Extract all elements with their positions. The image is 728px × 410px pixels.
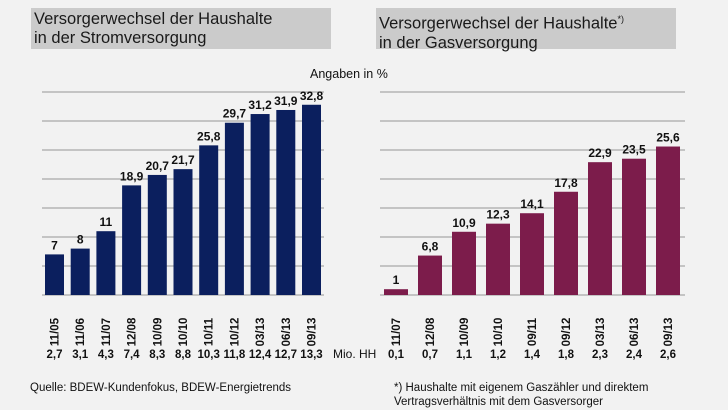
data-label: 7 (51, 238, 58, 252)
bar (418, 255, 442, 295)
data-label: 25,6 (656, 131, 680, 145)
households-value: 12,4 (249, 349, 272, 361)
households-value: 2,4 (626, 349, 643, 361)
bar (554, 191, 578, 295)
data-label: 20,7 (146, 159, 170, 173)
bar (622, 158, 646, 295)
data-label: 10,9 (452, 216, 476, 230)
bar (45, 254, 64, 295)
chart-title-electricity: Versorgerwechsel der Haushalte in der St… (31, 8, 331, 49)
x-tick-label: 09/11 (527, 317, 539, 346)
bar (384, 289, 408, 295)
households-value: 2,6 (660, 349, 676, 361)
households-value: 12,7 (275, 349, 297, 361)
title-line2: in der Stromversorgung (34, 29, 207, 47)
data-label: 32,8 (300, 89, 324, 103)
unit-label: Angaben in % (310, 67, 388, 81)
households-value: 1,4 (524, 349, 541, 361)
data-label: 12,3 (486, 208, 510, 222)
data-label: 29,7 (223, 107, 247, 121)
households-value: 1,2 (490, 349, 506, 361)
footnote: *) Haushalte mit eigenem Gaszähler und d… (394, 381, 648, 409)
bar (224, 122, 244, 296)
data-label: 31,9 (274, 94, 298, 108)
x-tick-label: 12/08 (127, 317, 139, 346)
x-tick-label: 11/06 (75, 318, 87, 346)
bar (199, 145, 219, 295)
x-tick-label: 09/13 (307, 318, 319, 347)
bar (452, 231, 476, 295)
households-value: 3,1 (72, 349, 89, 361)
households-value: 10,3 (198, 349, 220, 361)
bar (250, 114, 270, 295)
x-tick-label: 10/12 (229, 318, 241, 347)
data-label: 8 (77, 233, 84, 247)
x-tick-label: 06/13 (281, 318, 293, 347)
households-value: 4,3 (98, 349, 114, 361)
households-value: 2,3 (592, 349, 608, 361)
x-tick-label: 10/09 (152, 318, 164, 347)
bar (276, 109, 296, 295)
title-footnote-mark: *) (617, 14, 624, 24)
source-note: Quelle: BDEW-Kundenfokus, BDEW-Energietr… (30, 382, 292, 394)
data-label: 22,9 (588, 146, 612, 160)
x-tick-label: 10/11 (204, 317, 216, 346)
bar (486, 223, 510, 295)
x-tick-label: 06/13 (629, 318, 641, 347)
households-value: 2,7 (47, 349, 63, 361)
data-label: 6,8 (422, 240, 439, 254)
data-label: 14,1 (520, 197, 544, 211)
bar (147, 174, 167, 295)
bar (520, 213, 544, 295)
x-tick-label: 09/13 (663, 318, 675, 347)
households-unit-label: Mio. HH (333, 347, 377, 361)
households-value: 0,7 (422, 349, 438, 361)
title-line1: Versorgerwechsel der Haushalte (379, 14, 618, 33)
footnote-line2: Vertragsverhältnis mit dem Gasversorger (394, 396, 603, 408)
households-value: 7,4 (124, 349, 141, 361)
bar (122, 185, 142, 295)
bar (173, 169, 193, 295)
x-tick-label: 11/05 (50, 317, 62, 346)
x-tick-label: 12/08 (425, 317, 437, 346)
data-label: 21,7 (171, 153, 195, 167)
households-value: 13,3 (300, 349, 322, 361)
bar (96, 231, 116, 295)
chart-title-gas: Versorgerwechsel der Haushalte*) in der … (376, 8, 676, 52)
x-tick-label: 10/10 (493, 318, 505, 347)
data-label: 1 (393, 273, 400, 287)
data-label: 31,2 (248, 98, 272, 112)
households-value: 8,8 (175, 349, 192, 361)
households-value: 8,3 (149, 349, 165, 361)
x-tick-label: 11/07 (101, 318, 113, 346)
x-tick-label: 10/10 (178, 318, 190, 347)
households-value: 1,8 (558, 349, 575, 361)
title-line1: Versorgerwechsel der Haushalte (34, 10, 273, 28)
title-line2: in der Gasversorgung (379, 33, 538, 52)
x-tick-label: 03/13 (255, 318, 267, 347)
bar (588, 162, 612, 295)
bar (70, 248, 90, 295)
data-label: 23,5 (622, 143, 646, 157)
data-label: 11 (100, 215, 113, 229)
data-label: 18,9 (120, 169, 144, 183)
households-value: 1,1 (456, 349, 473, 361)
households-value: 11,8 (224, 349, 246, 361)
x-tick-label: 10/09 (459, 318, 471, 347)
data-label: 25,8 (197, 129, 221, 143)
footnote-line1: *) Haushalte mit eigenem Gaszähler und d… (394, 382, 649, 394)
bar (302, 104, 321, 295)
x-tick-label: 11/07 (391, 318, 403, 346)
bar (656, 146, 680, 295)
x-tick-label: 03/13 (595, 318, 607, 347)
households-value: 0,1 (388, 349, 405, 361)
data-label: 17,8 (554, 176, 578, 190)
x-tick-label: 09/12 (561, 318, 573, 347)
